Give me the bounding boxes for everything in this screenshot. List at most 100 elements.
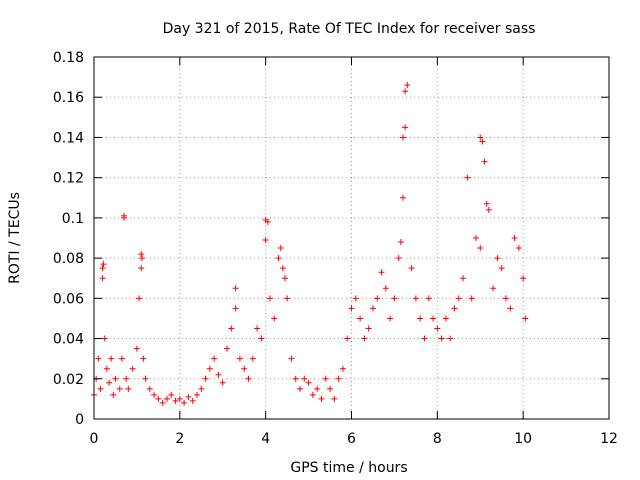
data-point [151, 391, 158, 398]
data-point [254, 325, 261, 332]
data-point [97, 385, 104, 392]
x-tick-label: 0 [90, 431, 99, 447]
data-point [112, 375, 119, 382]
data-point [258, 335, 265, 342]
x-tick-label: 12 [600, 431, 618, 447]
data-point [464, 174, 471, 181]
data-point [232, 285, 239, 292]
data-point [211, 355, 218, 362]
y-tick-label: 0.18 [53, 50, 84, 66]
data-point [133, 345, 140, 352]
data-point [163, 395, 170, 402]
data-point [447, 335, 454, 342]
data-point [339, 365, 346, 372]
tick-labels: 0 0.02 0.04 0.06 0.08 0.1 0.12 0.14 0.16 0.18 0 2 4 6… [53, 50, 618, 447]
data-point [189, 397, 196, 404]
data-point [277, 245, 284, 252]
data-points [91, 82, 529, 406]
y-axis-label: ROTI / TECUs [7, 192, 23, 284]
data-point [136, 295, 143, 302]
data-point [421, 335, 428, 342]
data-point [249, 355, 256, 362]
data-point [318, 395, 325, 402]
data-point [99, 265, 106, 272]
data-point [503, 295, 509, 302]
data-point [95, 355, 102, 362]
data-point [442, 315, 449, 322]
data-point [139, 255, 146, 262]
data-point [430, 315, 437, 322]
data-point [348, 305, 355, 312]
data-point [322, 375, 329, 382]
data-point [400, 134, 406, 141]
data-point [228, 325, 235, 332]
y-tick-label: 0 [75, 412, 84, 428]
data-point [460, 275, 467, 282]
data-point [224, 345, 231, 352]
data-point [408, 265, 415, 272]
data-point [438, 335, 445, 342]
data-point [103, 365, 110, 372]
data-point [357, 315, 364, 322]
data-point [138, 251, 145, 258]
data-point [129, 365, 136, 372]
data-point [397, 239, 404, 246]
data-point [123, 375, 130, 382]
data-point [402, 88, 409, 95]
data-point [472, 235, 479, 241]
data-point [483, 200, 490, 207]
data-point [236, 355, 243, 362]
data-point [382, 285, 389, 292]
data-point [194, 391, 200, 398]
data-point [262, 237, 269, 244]
data-point [309, 391, 316, 398]
data-point [481, 158, 488, 165]
data-point [125, 385, 132, 392]
data-point [185, 393, 192, 400]
data-point [477, 245, 484, 252]
y-tick-label: 0.16 [53, 90, 84, 106]
data-point [434, 325, 441, 332]
data-point [219, 379, 226, 386]
data-point [335, 375, 342, 382]
data-point [100, 261, 107, 268]
x-tick-label: 10 [514, 431, 532, 447]
y-tick-label: 0.02 [53, 372, 84, 388]
y-tick-label: 0.14 [53, 130, 84, 146]
data-point [155, 395, 162, 402]
data-point [369, 305, 376, 312]
data-point [181, 399, 188, 406]
data-point [146, 385, 153, 392]
y-tick-label: 0.04 [53, 332, 84, 348]
data-point [288, 355, 295, 362]
data-point [507, 305, 514, 312]
data-point [176, 395, 183, 402]
data-point [455, 295, 462, 302]
data-point [400, 194, 406, 201]
data-point [206, 365, 213, 372]
data-point [198, 385, 205, 392]
data-point [172, 397, 179, 404]
data-point [391, 295, 398, 302]
data-point [245, 375, 252, 382]
data-point [352, 295, 359, 302]
y-tick-label: 0.12 [53, 171, 84, 187]
data-point [202, 375, 209, 382]
data-point [387, 315, 394, 322]
data-point [479, 138, 486, 145]
data-point [305, 379, 312, 386]
chart-title: Day 321 of 2015, Rate Of TEC Index for r… [163, 21, 536, 37]
data-point [485, 206, 492, 213]
axis-ticks [93, 56, 610, 420]
data-point [99, 275, 106, 282]
data-point [121, 214, 128, 221]
data-point [361, 335, 368, 342]
data-point [271, 315, 278, 322]
data-point [468, 295, 475, 302]
data-point [297, 385, 303, 392]
data-point [266, 295, 273, 302]
x-tick-label: 2 [175, 431, 184, 447]
y-tick-label: 0.06 [53, 291, 84, 307]
data-point [327, 385, 334, 392]
